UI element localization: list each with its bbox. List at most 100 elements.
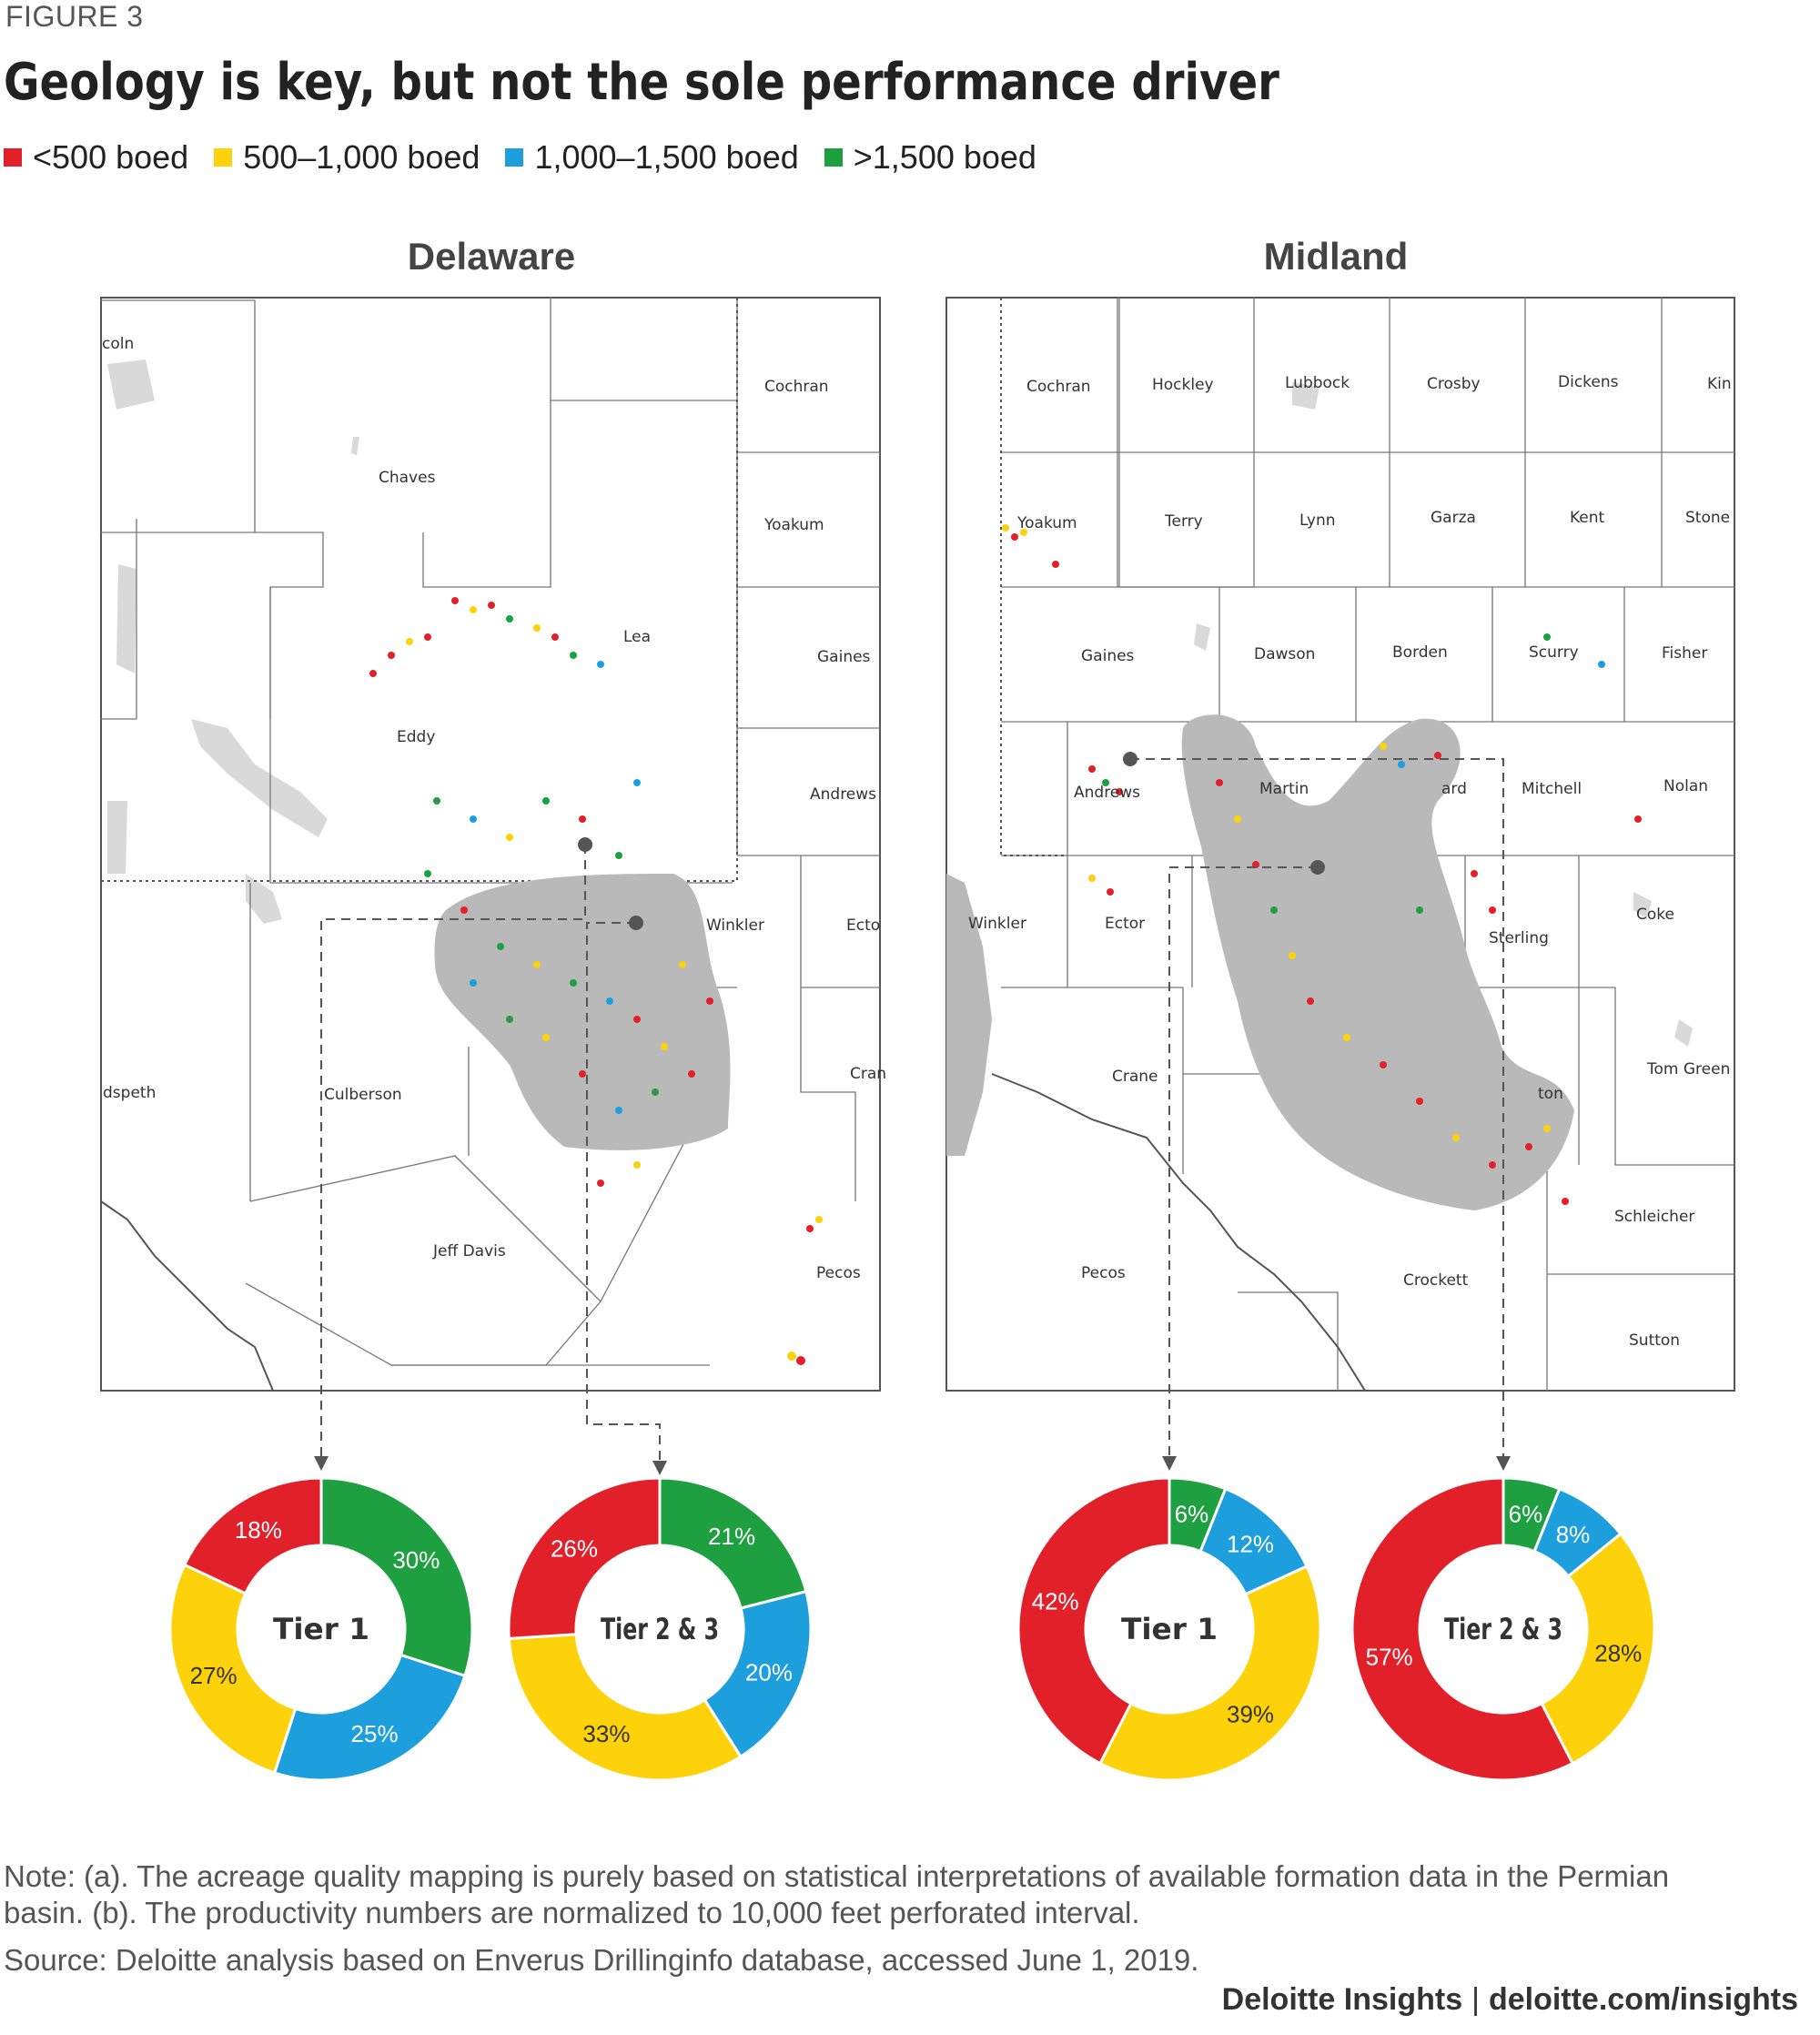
legend-label: 1,000–1,500 boed — [534, 138, 799, 176]
county-label: Andrews — [1074, 784, 1140, 802]
county-label: Cochran — [764, 378, 829, 396]
county-label: Chaves — [379, 469, 436, 487]
midland-map: Cochran Hockley Lubbock Crosby Dickens K… — [945, 297, 1735, 1471]
county-label: ton — [1538, 1085, 1563, 1103]
delaware-county-labels: coln Cochran Yoakum Gaines Andrews Chave… — [102, 335, 886, 1282]
county-label: Ector — [1105, 915, 1145, 933]
midland-basin-shading — [1181, 714, 1574, 1210]
delaware-well-dots — [369, 597, 823, 1365]
legend-swatch — [824, 148, 843, 167]
donut-slice — [507, 1633, 743, 1782]
legend-swatch — [4, 148, 22, 167]
county-label: Cran — [850, 1065, 886, 1083]
legend-label: >1,500 boed — [853, 138, 1036, 176]
county-label: Stone — [1685, 509, 1730, 527]
county-label: Gaines — [1081, 647, 1135, 665]
donut-data-label: 6% — [1509, 1500, 1543, 1527]
donut-data-label: 26% — [551, 1535, 598, 1563]
chart-title: Geology is key, but not the sole perform… — [4, 53, 1279, 112]
donut-data-label: 18% — [235, 1516, 282, 1544]
note-text: Note: (a). The acreage quality mapping i… — [4, 1859, 1670, 1929]
county-label: Martin — [1259, 780, 1309, 798]
source-text: Source: Deloitte analysis based on Enver… — [4, 1943, 1199, 1977]
county-label: Pecos — [816, 1264, 861, 1282]
donut-slice — [1016, 1476, 1171, 1766]
county-label: Ecto — [846, 916, 880, 935]
legend-swatch — [214, 148, 233, 167]
county-label: Nolan — [1663, 777, 1708, 795]
county-label: Andrews — [810, 785, 876, 804]
county-label: Sutton — [1629, 1331, 1680, 1350]
donut-data-label: 42% — [1032, 1588, 1079, 1615]
county-label: Crane — [1112, 1068, 1158, 1086]
delaware-map: coln Cochran Yoakum Gaines Andrews Chave… — [100, 297, 886, 1475]
donut-data-label: 25% — [351, 1720, 399, 1747]
donut-data-label: 12% — [1227, 1531, 1274, 1558]
county-label: Lynn — [1299, 511, 1336, 530]
legend: <500 boed 500–1,000 boed 1,000–1,500 boe… — [4, 138, 1062, 177]
county-label: Lea — [623, 628, 651, 646]
county-label: Eddy — [397, 728, 435, 746]
county-label: Tom Green — [1646, 1060, 1730, 1078]
donut-slice — [1097, 1564, 1322, 1782]
midland-map-title: Midland — [1263, 235, 1409, 278]
donut-center-title: Tier 1 — [1121, 1612, 1218, 1646]
delaware-county-lines — [101, 298, 880, 1366]
county-label: Jeff Davis — [432, 1242, 506, 1260]
donut-data-label: 8% — [1556, 1521, 1591, 1548]
legend-label: <500 boed — [33, 138, 189, 176]
donut-slice — [1540, 1532, 1656, 1766]
donut-slice — [319, 1476, 474, 1678]
county-label: Borden — [1392, 643, 1448, 662]
county-label: Sterling — [1489, 929, 1549, 947]
county-label: Schleicher — [1614, 1208, 1694, 1226]
midland-lake-shading — [946, 874, 992, 1156]
legend-item-1000-1500: 1,000–1,500 boed — [505, 138, 799, 177]
footer: Deloitte Insights | deloitte.com/insights — [1222, 1982, 1798, 2018]
donut-data-label: 33% — [582, 1720, 630, 1747]
county-label: Yoakum — [763, 516, 824, 534]
county-label: Dawson — [1254, 645, 1315, 663]
legend-swatch — [505, 148, 524, 167]
legend-label: 500–1,000 boed — [243, 138, 480, 176]
legend-item-500-1000: 500–1,000 boed — [214, 138, 480, 177]
county-label: ard — [1441, 780, 1467, 798]
county-label: Scurry — [1529, 643, 1579, 662]
county-label: Coke — [1636, 906, 1674, 924]
legend-item-gt1500: >1,500 boed — [824, 138, 1036, 177]
donut-slice — [182, 1476, 323, 1595]
county-label: Winkler — [706, 916, 764, 935]
county-label: Pecos — [1081, 1264, 1126, 1282]
donut-chart-delaware-tier1: 30% 25% 27% 18% Tier 1 — [168, 1476, 474, 1782]
donut-slice — [703, 1589, 813, 1759]
midland-well-dots — [1002, 524, 1642, 1205]
delaware-basin-shading — [434, 874, 731, 1150]
county-label: Crockett — [1403, 1271, 1469, 1290]
midland-county-lines — [1001, 298, 1734, 1391]
county-label: Dickens — [1558, 373, 1619, 391]
county-label: Terry — [1164, 512, 1203, 531]
county-label: Hockley — [1152, 376, 1214, 394]
donut-center-title: Tier 2 & 3 — [601, 1612, 719, 1646]
delaware-map-title: Delaware — [407, 235, 576, 278]
footer-separator: | — [1471, 1982, 1480, 2017]
county-label: Fisher — [1662, 644, 1707, 663]
figure-label: FIGURE 3 — [5, 0, 144, 33]
donut-data-label: 28% — [1594, 1639, 1642, 1666]
donut-data-label: 39% — [1227, 1700, 1274, 1727]
donut-slice — [507, 1476, 662, 1641]
county-label: Culberson — [324, 1086, 402, 1104]
county-label: dspeth — [103, 1084, 156, 1102]
donut-chart-midland-tier2-3: 6% 8% 28% 57% Tier 2 & 3 — [1350, 1476, 1656, 1782]
donut-slice — [658, 1476, 808, 1610]
donut-data-label: 27% — [190, 1662, 238, 1689]
donut-chart-midland-tier1: 6% 12% 39% 42% Tier 1 — [1016, 1476, 1322, 1782]
delaware-terrain — [107, 359, 359, 924]
donut-data-label: 30% — [392, 1546, 440, 1574]
county-label: coln — [102, 335, 134, 353]
footer-brand: Deloitte Insights — [1221, 1982, 1463, 2017]
donut-center-title: Tier 2 & 3 — [1444, 1612, 1562, 1646]
county-label: Mitchell — [1522, 780, 1582, 798]
county-label: Garza — [1431, 509, 1476, 527]
footer-url[interactable]: deloitte.com/insights — [1488, 1982, 1798, 2017]
